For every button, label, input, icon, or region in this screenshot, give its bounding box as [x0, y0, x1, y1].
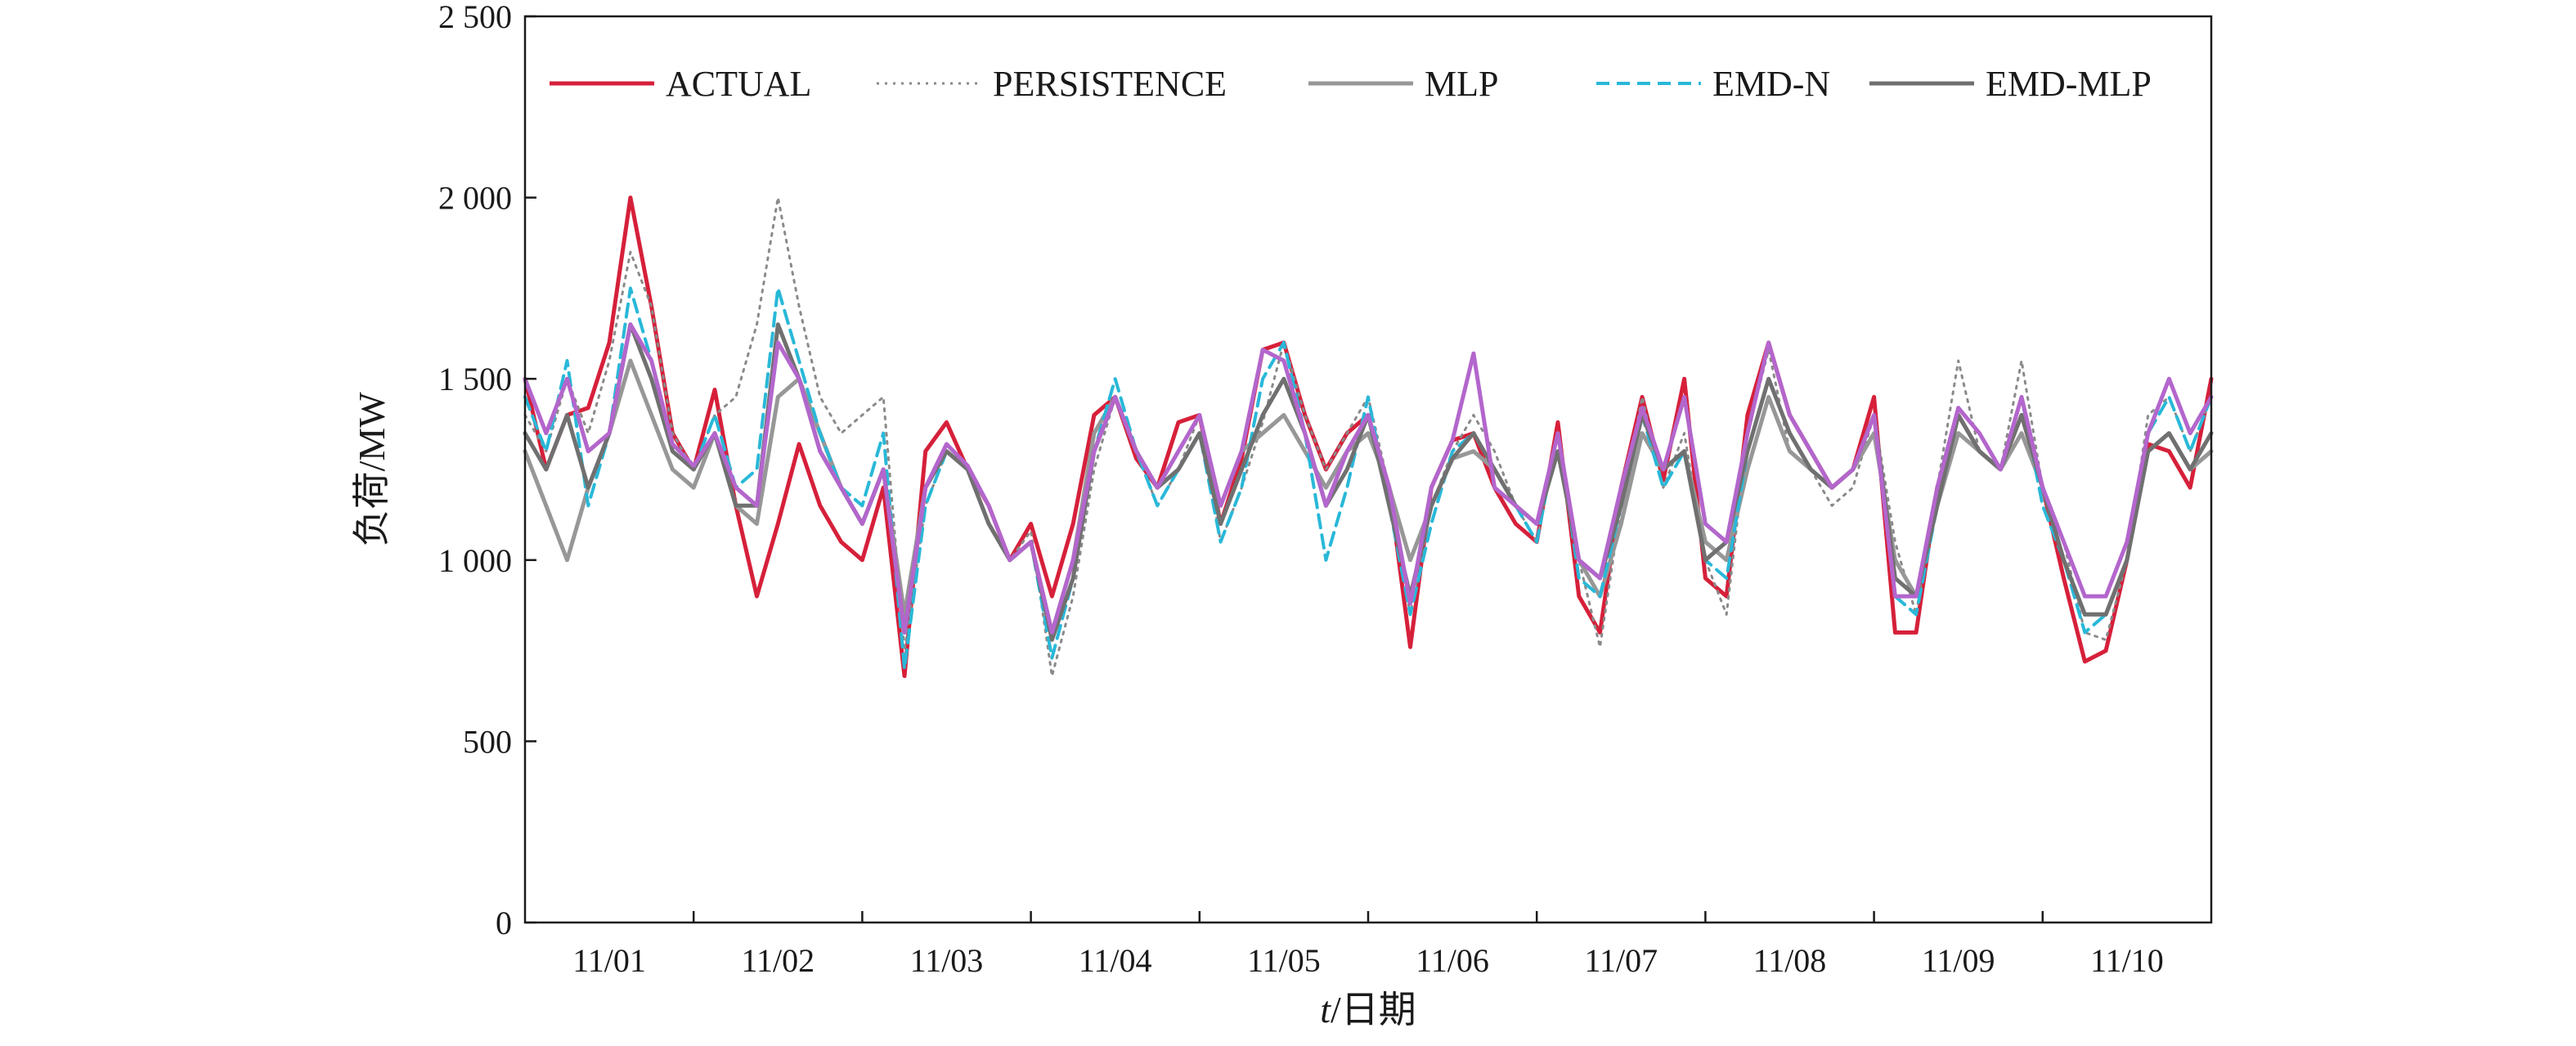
legend-label: ACTUAL	[666, 64, 811, 104]
x-tick-label: 11/01	[572, 942, 646, 979]
legend-item-emd-mlp: EMD-MLP	[1869, 64, 2152, 104]
x-tick-label: 11/10	[2090, 942, 2164, 979]
legend-item-persistence: PERSISTENCE	[877, 64, 1227, 104]
legend-label: MLP	[1425, 64, 1498, 104]
x-axis-title-variable: t	[1320, 989, 1331, 1030]
legend: ACTUAL PERSISTENCE MLP EMD-N EMD-MLP	[550, 64, 2152, 104]
y-tick-label: 500	[463, 723, 512, 760]
x-axis-title-unit: /日期	[1331, 989, 1416, 1030]
x-axis-title: t/日期	[1320, 989, 1416, 1030]
x-tick-label: 11/07	[1584, 942, 1658, 979]
legend-item-actual: ACTUAL	[550, 64, 811, 104]
x-tick-label: 11/02	[741, 942, 815, 979]
series-lines	[523, 195, 2214, 679]
x-tick-label: 11/04	[1079, 942, 1152, 979]
legend-label: EMD-MLP	[1986, 64, 2152, 104]
x-tick-label: 11/08	[1753, 942, 1827, 979]
legend-label: EMD-N	[1712, 64, 1830, 104]
x-tick-label: 11/05	[1247, 942, 1321, 979]
legend-label: PERSISTENCE	[993, 64, 1227, 104]
x-tick-label: 11/06	[1416, 942, 1489, 979]
y-axis-title: 负荷/MW	[351, 392, 393, 547]
legend-item-mlp: MLP	[1308, 64, 1498, 104]
series-line-emd-mlp	[523, 322, 2214, 642]
x-tick-label: 11/03	[910, 942, 984, 979]
legend-item-emd-n: EMD-N	[1596, 64, 1830, 104]
x-axis: 11/01 11/02 11/03 11/04 11/05 11/06 11/07 11/08…	[572, 911, 2164, 979]
plot-frame	[523, 15, 2213, 924]
series-line-unnamed-5	[523, 322, 2214, 635]
y-tick-label: 0	[496, 905, 512, 941]
y-tick-label: 2 000	[438, 180, 512, 217]
x-tick-label: 11/09	[1922, 942, 1995, 979]
y-tick-label: 1 000	[438, 542, 512, 579]
y-axis: 0 500 1 000 1 500 2 000 2 500	[438, 0, 536, 941]
y-tick-label: 2 500	[438, 0, 512, 35]
y-tick-label: 1 500	[438, 361, 512, 397]
